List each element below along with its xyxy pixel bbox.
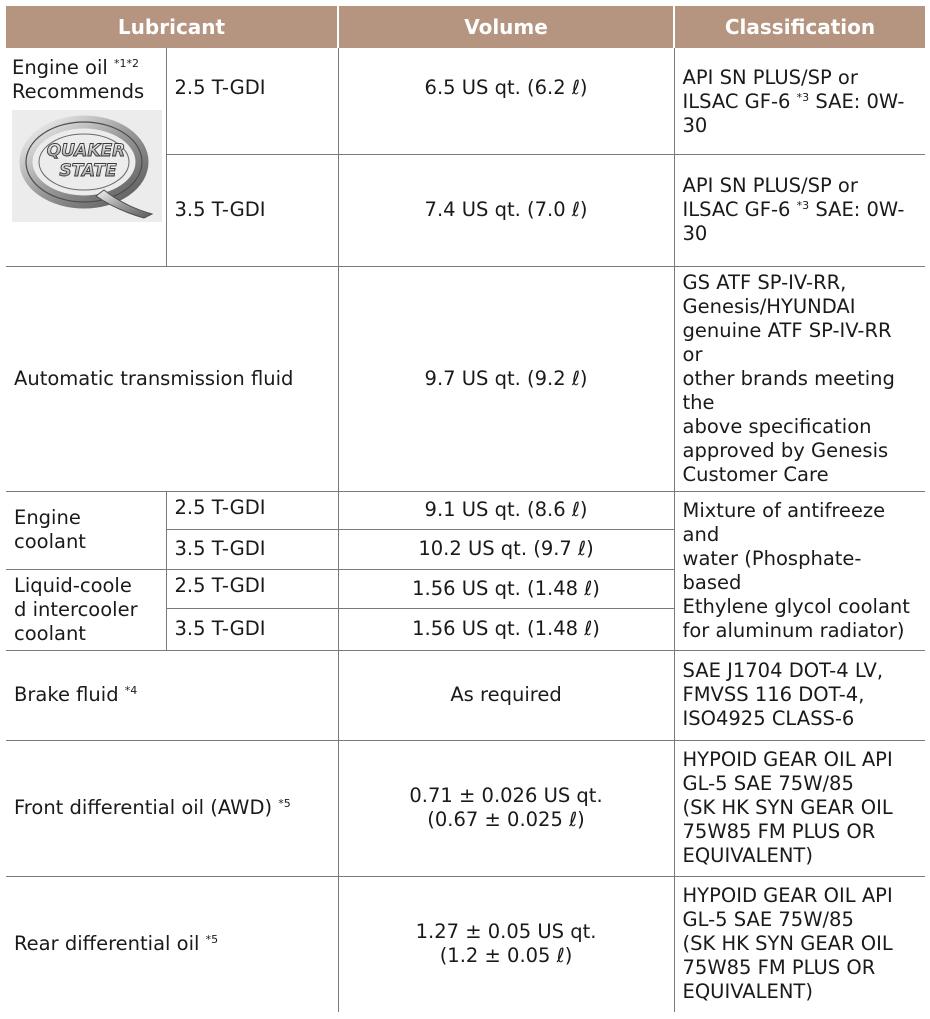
table-row: 3.5 T-GDI 1.56 US qt. (1.48 ℓ) (6, 607, 925, 651)
front-diff-volume: 0.71 ± 0.026 US qt. (0.67 ± 0.025 ℓ) (337, 739, 675, 877)
header-volume: Volume (337, 6, 675, 48)
engine-oil-label: Engine oil *1*2 (12, 56, 139, 79)
coolant-classification: Mixture of antifreeze and water (Phospha… (673, 490, 926, 651)
svg-text:QUAKER: QUAKER (47, 141, 126, 161)
engine-coolant-label: Engine coolant (6, 490, 167, 570)
lubricant-spec-page: Lubricant Volume Classification Engine o… (6, 6, 926, 1012)
engine-coolant-engine-3-5: 3.5 T-GDI (165, 528, 339, 570)
brake-fluid-classification: SAE J1704 DOT-4 LV, FMVSS 116 DOT-4, ISO… (673, 649, 926, 741)
table-row: Liquid-coole d intercooler coolant 2.5 T… (6, 568, 925, 651)
lubricant-table: Lubricant Volume Classification Engine o… (6, 6, 926, 1012)
header-lubricant: Lubricant (6, 6, 339, 48)
rear-diff-label: Rear differential oil *5 (6, 875, 339, 1012)
brake-fluid-volume: As required (337, 649, 675, 741)
engine-oil-volume-2-5: 6.5 US qt. (6.2 ℓ) (337, 48, 675, 155)
engine-oil-class-2-5: API SN PLUS/SP or ILSAC GF-6 *3 SAE: 0W-… (673, 48, 926, 155)
intercooler-engine-3-5: 3.5 T-GDI (165, 607, 339, 651)
rear-diff-classification: HYPOID GEAR OIL API GL-5 SAE 75W/85 (SK … (673, 875, 926, 1012)
quaker-state-logo: QUAKER STATE (12, 110, 162, 222)
table-row: Engine coolant 2.5 T-GDI 9.1 US qt. (8.6… (6, 490, 926, 651)
table-row: Engine oil *1*2 Recommends (6, 48, 926, 267)
intercooler-coolant-label: Liquid-coole d intercooler coolant (6, 568, 167, 651)
engine-coolant-engine-2-5: 2.5 T-GDI (165, 490, 339, 530)
brake-fluid-label: Brake fluid *4 (6, 649, 339, 741)
engine-oil-label-cell: Engine oil *1*2 Recommends (6, 48, 167, 267)
table-header-row: Lubricant Volume Classification (6, 6, 926, 48)
engine-coolant-volume-3-5: 10.2 US qt. (9.7 ℓ) (337, 528, 675, 570)
atf-volume: 9.7 US qt. (9.2 ℓ) (337, 265, 675, 492)
engine-oil-engine-2-5: 2.5 T-GDI (165, 48, 339, 155)
quaker-state-logo-icon: QUAKER STATE (19, 115, 154, 219)
svg-text:STATE: STATE (59, 161, 117, 181)
atf-label: Automatic transmission fluid (6, 265, 339, 492)
engine-oil-volume-3-5: 7.4 US qt. (7.0 ℓ) (337, 153, 675, 267)
table-row: 3.5 T-GDI 10.2 US qt. (9.7 ℓ) (6, 528, 925, 570)
engine-coolant-volume-2-5: 9.1 US qt. (8.6 ℓ) (337, 490, 675, 530)
engine-oil-engine-3-5: 3.5 T-GDI (165, 153, 339, 267)
table-row: Rear differential oil *5 1.27 ± 0.05 US … (6, 875, 926, 1012)
rear-diff-volume: 1.27 ± 0.05 US qt. (1.2 ± 0.05 ℓ) (337, 875, 675, 1012)
front-diff-classification: HYPOID GEAR OIL API GL-5 SAE 75W/85 (SK … (673, 739, 926, 877)
engine-oil-class-3-5: API SN PLUS/SP or ILSAC GF-6 *3 SAE: 0W-… (673, 153, 926, 267)
header-classification: Classification (673, 6, 926, 48)
intercooler-volume-3-5: 1.56 US qt. (1.48 ℓ) (337, 607, 675, 651)
atf-classification: GS ATF SP-IV-RR, Genesis/HYUNDAI genuine… (673, 265, 926, 492)
engine-oil-recommends: Recommends (12, 80, 145, 103)
table-row: 3.5 T-GDI 7.4 US qt. (7.0 ℓ) API SN PLUS… (6, 153, 926, 267)
intercooler-engine-2-5: 2.5 T-GDI (165, 568, 339, 609)
front-diff-label: Front differential oil (AWD) *5 (6, 739, 339, 877)
intercooler-volume-2-5: 1.56 US qt. (1.48 ℓ) (337, 568, 675, 609)
table-row: Front differential oil (AWD) *5 0.71 ± 0… (6, 739, 926, 877)
table-row: Automatic transmission fluid 9.7 US qt. … (6, 265, 926, 492)
table-row: Brake fluid *4 As required SAE J1704 DOT… (6, 649, 926, 741)
